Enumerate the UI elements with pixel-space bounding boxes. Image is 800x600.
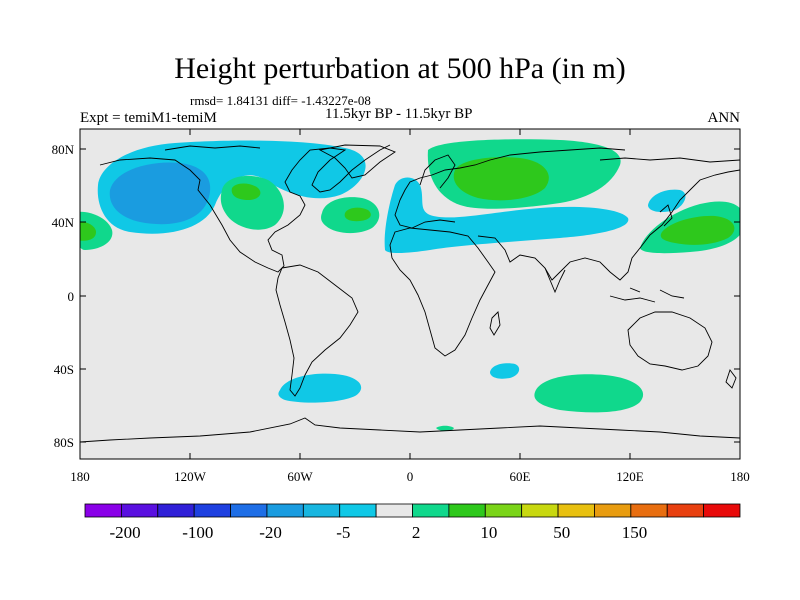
anomaly-positive-antarctic-small — [436, 425, 454, 431]
coastline-south-america — [275, 264, 359, 397]
colorbar-swatch — [230, 503, 268, 518]
plot-title: Height perturbation at 500 hPa (in m) — [174, 52, 626, 85]
season-label: ANN — [707, 110, 741, 126]
colorbar-swatch — [448, 503, 486, 518]
colorbar-swatch — [594, 503, 632, 518]
y-tick-label: 0 — [68, 289, 75, 304]
y-tick-label: 40S — [54, 362, 74, 377]
anomaly-negative-s-indian — [490, 363, 520, 379]
x-tick-label: 60W — [287, 469, 313, 484]
colorbar-swatch — [339, 503, 377, 518]
coastline-greenland — [318, 144, 396, 179]
coastlines — [80, 144, 740, 443]
colorbar-swatch — [157, 503, 195, 518]
colorbar-swatch — [412, 503, 450, 518]
colorbar-swatch — [703, 503, 741, 518]
colorbar-label: -100 — [182, 523, 213, 542]
anomaly-positive-w-edge — [80, 211, 113, 250]
y-tick-label: 80N — [52, 142, 75, 157]
colorbar-swatch — [375, 503, 413, 518]
colorbar-swatch — [557, 503, 595, 518]
coastline-new-zealand — [725, 369, 737, 389]
anomaly-negative-s-atlantic — [278, 373, 362, 403]
x-tick-label: 180 — [730, 469, 750, 484]
colorbar: -200 -100 -20 -5 2 10 50 150 — [84, 503, 741, 542]
coastline-africa — [389, 227, 496, 357]
coastline-antarctica — [80, 417, 740, 443]
x-axis: 180 120W 60W 0 60E 120E 180 — [70, 129, 750, 484]
colorbar-swatch — [484, 503, 523, 518]
anomaly-positive-nw-pacific-core — [660, 215, 735, 245]
colorbar-swatch — [84, 503, 122, 518]
colorbar-label: -200 — [109, 523, 140, 542]
x-tick-label: 180 — [70, 469, 90, 484]
coastline-japan — [659, 204, 673, 227]
anomaly-positive-s-indian — [534, 374, 644, 413]
coastline-asia — [477, 157, 740, 281]
x-tick-label: 0 — [407, 469, 414, 484]
x-tick-label: 120E — [616, 469, 644, 484]
colorbar-swatch — [630, 503, 668, 518]
colorbar-label: 2 — [412, 523, 421, 542]
stats-label: rmsd= 1.84131 diff= -1.43227e-08 — [190, 93, 371, 108]
x-tick-label: 120W — [174, 469, 207, 484]
coastline-australia — [627, 311, 713, 371]
colorbar-swatch — [193, 503, 231, 518]
experiment-label: Expt = temiM1-temiM — [80, 110, 217, 126]
colorbar-label: -5 — [336, 523, 350, 542]
anomaly-negative-europe — [384, 177, 629, 254]
colorbar-swatch — [666, 503, 705, 518]
y-tick-label: 40N — [52, 215, 75, 230]
colorbar-swatch — [521, 503, 559, 518]
coastline-madagascar — [489, 311, 501, 336]
anomaly-fields — [80, 139, 740, 431]
coastline-scandinavia — [419, 154, 456, 189]
colorbar-label: 10 — [480, 523, 497, 542]
colorbar-label: 50 — [553, 523, 570, 542]
colorbar-label: 150 — [622, 523, 648, 542]
colorbar-swatch — [302, 503, 341, 518]
coastline-india — [544, 267, 566, 294]
anomaly-positive-n-atlantic-core — [344, 207, 371, 222]
anomaly-negative-na-core — [109, 162, 211, 225]
colorbar-swatch — [120, 503, 159, 518]
x-tick-label: 60E — [510, 469, 531, 484]
y-tick-label: 80S — [54, 435, 74, 450]
y-axis: 80N 40N 0 40S 80S — [52, 142, 740, 450]
anomaly-positive-na-east-core — [231, 183, 261, 200]
coastline-indonesia — [609, 287, 685, 303]
anomaly-positive-w-edge-core — [80, 221, 96, 241]
colorbar-swatch — [266, 503, 304, 518]
anomaly-positive-eurasia-core — [453, 157, 549, 201]
period-label: 11.5kyr BP - 11.5kyr BP — [325, 106, 473, 122]
coastline-north-america — [99, 144, 391, 273]
colorbar-label: -20 — [259, 523, 282, 542]
